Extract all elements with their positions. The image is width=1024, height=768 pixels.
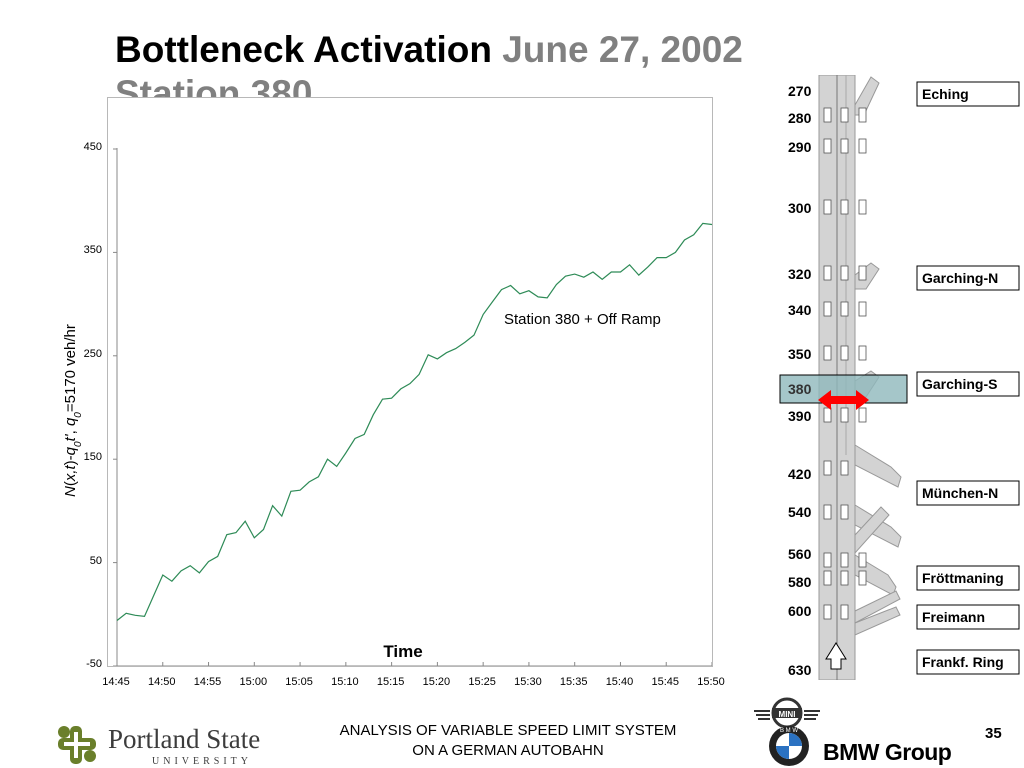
x-tick-label: 15:40 [605,676,634,688]
y-tick-label: 50 [89,554,102,567]
footer-line-2: ON A GERMAN AUTOBAHN [412,742,604,759]
x-tick-label: 15:15 [376,676,405,688]
station-560: 560 [788,546,812,562]
y-tick-label: 450 [83,141,102,153]
bmw-group-text: BMW Group [823,739,952,765]
junction-muenchen-n: München-N [922,485,998,501]
x-tick-label: 15:00 [239,676,268,688]
station-420: 420 [788,466,812,482]
university-sub: UNIVERSITY [152,756,252,767]
x-tick-label: 15:05 [285,676,313,688]
x-tick-label: 15:50 [697,676,725,688]
svg-text:B M W: B M W [780,728,798,734]
bmw-roundel-icon: B M W [769,726,809,766]
y-tick-label: 350 [83,244,102,257]
autobahn-map: 270 280 290 300 320 340 350 390 420 540 … [776,74,1022,681]
junction-froettmaning: Fröttmaning [922,570,1004,586]
lane-markers [823,107,867,620]
footer-line-1: ANALYSIS OF VARIABLE SPEED LIMIT SYSTEM [339,722,677,739]
psu-emblem-icon [58,726,96,764]
y-tick-label: 150 [83,451,102,464]
station-290: 290 [788,139,812,155]
x-axis-title: Time [383,642,422,661]
station-630: 630 [788,662,812,678]
slide-title: Bottleneck Activation June 27, 2002 Stat… [115,28,743,116]
junction-garching-n: Garching-N [922,270,998,286]
footer-caption: ANALYSIS OF VARIABLE SPEED LIMIT SYSTEM … [308,721,708,761]
station-270: 270 [788,83,812,99]
station-540: 540 [788,504,812,520]
bottleneck-arrow [818,390,869,410]
bmw-group-logo: MINI B M W BMW Group [752,695,977,768]
x-tick-label: 15:20 [422,676,451,688]
station-600: 600 [788,603,812,619]
junction-garching-s: Garching-S [922,376,997,392]
slide-number: 35 [985,725,1002,742]
junction-frankf-ring: Frankf. Ring [922,654,1004,670]
station-390: 390 [788,408,812,424]
x-tick-label: 15:35 [559,676,588,688]
x-tick-label: 15:25 [468,676,496,688]
chart-annotation: Station 380 + Off Ramp [504,311,661,328]
junction-freimann: Freimann [922,609,985,625]
y-axis-title-text: N(x,t)-q0t', q0=5170 veh/hr [62,324,84,497]
x-tick-label: 15:10 [331,676,359,688]
mini-logo-icon: MINI [754,697,820,729]
x-tick-label: 14:50 [148,676,176,688]
line-chart: Station 380 + Off Ramp Time [113,148,758,667]
mini-text: MINI [779,710,796,719]
x-tick-label: 15:45 [651,676,679,688]
station-280: 280 [788,110,812,126]
station-580: 580 [788,574,812,590]
x-tick-label: 15:30 [514,676,542,688]
station-380: 380 [788,381,812,397]
portland-state-logo: Portland State UNIVERSITY [52,722,292,768]
junction-eching: Eching [922,86,969,102]
direction-arrow [825,642,847,670]
chart-area: Station 380 + Off Ramp Time [107,97,758,667]
series-line [116,222,758,621]
title-date: June 27, 2002 [502,29,743,70]
station-350: 350 [788,346,812,362]
station-340: 340 [788,302,812,318]
y-tick-label: 250 [83,347,102,360]
station-300: 300 [788,200,812,216]
station-320: 320 [788,266,812,282]
title-main: Bottleneck Activation [115,29,492,70]
x-tick-label: 14:45 [102,676,130,688]
y-tick-label: -50 [86,658,102,670]
university-name: Portland State [108,724,261,754]
x-tick-label: 14:55 [193,676,222,688]
